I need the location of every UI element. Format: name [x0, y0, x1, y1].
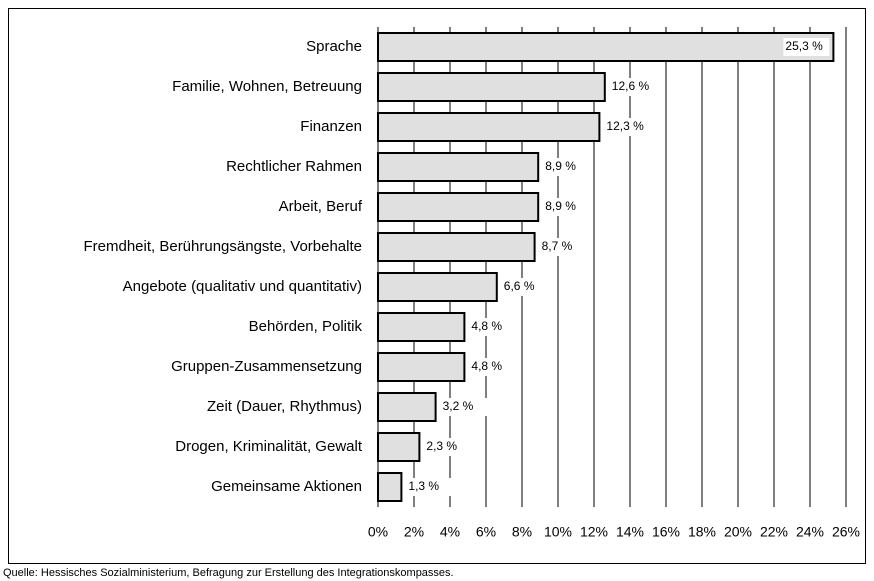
value-label: 12,6 %: [612, 79, 650, 93]
y-tick-label: Gemeinsame Aktionen: [211, 478, 362, 495]
x-tick-label: 20%: [724, 524, 752, 540]
y-tick-label: Zeit (Dauer, Rhythmus): [207, 398, 362, 415]
x-tick-label: 0%: [368, 524, 388, 540]
bar: [377, 432, 421, 462]
value-label: 8,9 %: [545, 159, 576, 173]
y-tick-label: Angebote (qualitativ und quantitativ): [123, 278, 362, 295]
value-label-bg: [469, 318, 516, 336]
value-label: 3,2 %: [443, 399, 474, 413]
y-tick-label: Finanzen: [300, 118, 362, 135]
x-tick-label: 4%: [440, 524, 460, 540]
y-tick-label: Drogen, Kriminalität, Gewalt: [175, 438, 363, 455]
x-tick-label: 26%: [832, 524, 860, 540]
value-label-bg: [440, 398, 487, 416]
y-tick-label: Sprache: [306, 38, 362, 55]
bar: [377, 272, 498, 302]
value-label-bg: [543, 198, 590, 216]
x-tick-label: 8%: [512, 524, 532, 540]
value-label: 25,3 %: [785, 39, 823, 53]
y-tick-label: Behörden, Politik: [249, 318, 363, 335]
x-tick-label: 18%: [688, 524, 716, 540]
bar: [377, 32, 835, 62]
bar: [377, 312, 466, 342]
value-label: 6,6 %: [504, 279, 535, 293]
x-tick-label: 10%: [544, 524, 572, 540]
y-tick-label: Fremdheit, Berührungsängste, Vorbehalte: [83, 238, 362, 255]
bar: [377, 152, 540, 182]
x-tick-label: 2%: [404, 524, 424, 540]
bar: [377, 472, 403, 502]
value-label-bg: [424, 438, 471, 456]
value-label: 12,3 %: [606, 119, 644, 133]
bar: [377, 352, 466, 382]
value-label: 8,7 %: [542, 239, 573, 253]
value-label-bg: [783, 38, 830, 56]
bar: [377, 192, 540, 222]
value-label-bg: [609, 78, 656, 96]
y-tick-label: Arbeit, Beruf: [279, 198, 363, 215]
bar: [377, 112, 601, 142]
value-label: 2,3 %: [426, 439, 457, 453]
value-label-bg: [469, 358, 516, 376]
y-tick-label: Rechtlicher Rahmen: [226, 158, 362, 175]
value-label-bg: [406, 478, 453, 496]
value-label: 8,9 %: [545, 199, 576, 213]
chart-frame: [8, 8, 866, 564]
x-tick-label: 12%: [580, 524, 608, 540]
x-tick-label: 24%: [796, 524, 824, 540]
value-label-bg: [501, 278, 548, 296]
x-tick-label: 6%: [476, 524, 496, 540]
value-label-bg: [539, 238, 586, 256]
value-label-bg: [543, 158, 590, 176]
source-note: Quelle: Hessisches Sozialministerium, Be…: [3, 567, 454, 579]
x-tick-label: 14%: [616, 524, 644, 540]
bar: [377, 232, 536, 262]
y-tick-label: Familie, Wohnen, Betreuung: [172, 78, 362, 95]
x-tick-label: 22%: [760, 524, 788, 540]
bar: [377, 392, 437, 422]
value-label: 4,8 %: [471, 359, 502, 373]
x-tick-label: 16%: [652, 524, 680, 540]
value-label: 4,8 %: [471, 319, 502, 333]
value-label-bg: [604, 118, 651, 136]
value-label: 1,3 %: [408, 479, 439, 493]
y-tick-label: Gruppen-Zusammensetzung: [171, 358, 362, 375]
bar: [377, 72, 606, 102]
